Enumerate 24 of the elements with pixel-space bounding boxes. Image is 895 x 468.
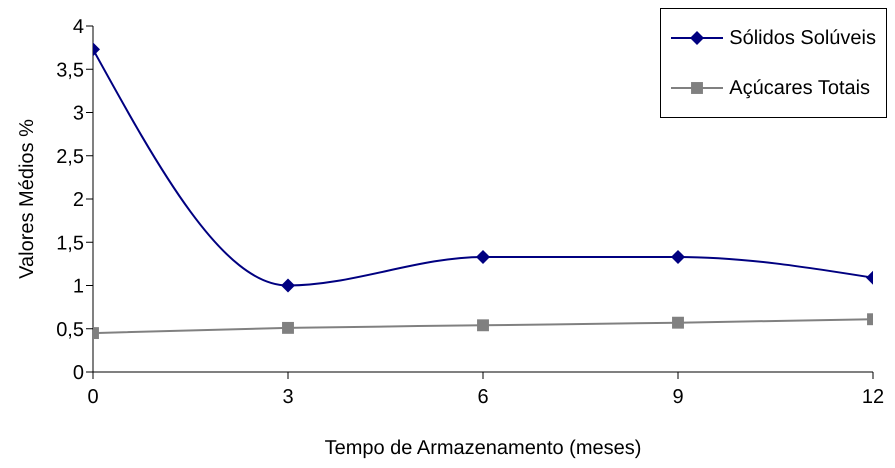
point (476, 250, 490, 264)
y-tick-label: 1,5 (56, 232, 84, 254)
legend-label: Sólidos Solúveis (729, 26, 876, 50)
y-tick-label: 2 (72, 189, 84, 212)
point (477, 319, 489, 332)
y-tick-label: 2,5 (56, 146, 84, 168)
y-tick-label: 3,5 (56, 59, 84, 82)
y-tick-label: 0,5 (56, 318, 84, 341)
y-tick-label: 4 (72, 16, 84, 38)
y-tick-label: 1 (72, 276, 84, 298)
point (671, 250, 685, 264)
x-tick-label: 0 (87, 386, 99, 408)
y-tick-label: 3 (72, 102, 84, 125)
legend-label: Açúcares Totais (729, 76, 870, 100)
y-tick-label: 0 (72, 362, 84, 384)
x-tick-label: 3 (282, 386, 294, 408)
x-tick-label: 12 (862, 386, 884, 408)
point (282, 322, 294, 334)
x-axis-title: Tempo de Armazenamento (meses) (324, 437, 642, 459)
x-tick-label: 9 (672, 386, 684, 408)
x-tick-label: 6 (477, 386, 489, 408)
point (672, 316, 684, 329)
point (281, 278, 295, 292)
y-axis-title: Valores Médios % (16, 118, 38, 279)
